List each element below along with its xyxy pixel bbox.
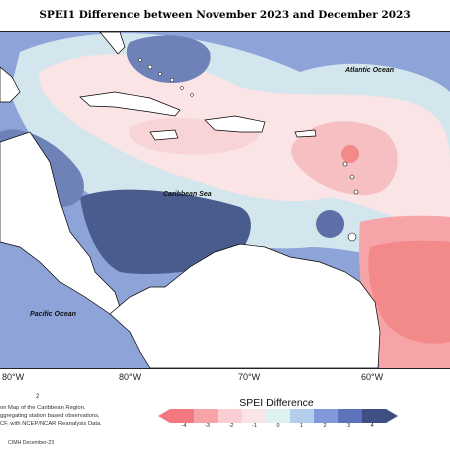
land-north-america — [0, 66, 21, 103]
legend-bin — [362, 409, 387, 423]
anomaly-region-dark-blue — [80, 189, 251, 274]
axis-label-lon-left: 80°W — [2, 372, 25, 382]
footnote-line-2: ggregating station based observations, — [0, 413, 100, 419]
legend-bin — [170, 409, 195, 423]
land-florida — [99, 32, 126, 55]
legend-bin — [290, 409, 315, 423]
legend-tick-label: 0 — [276, 423, 280, 429]
land-south-america — [109, 243, 381, 368]
axis-label-lon-60: 60°W — [361, 372, 384, 382]
legend-tick-label: -4 — [181, 423, 187, 429]
legend-bin — [266, 409, 291, 423]
land-lesser-antilles-1 — [342, 161, 348, 167]
land-cuba — [79, 91, 181, 117]
axis-label-lon-70: 70°W — [238, 372, 261, 382]
credit-text: CIMH December-23 — [8, 440, 55, 446]
legend-title: SPEI Difference — [239, 397, 314, 409]
label-pacific-ocean: Pacific Ocean — [30, 311, 76, 318]
legend-bin — [218, 409, 243, 423]
anomaly-core-salmon — [341, 145, 359, 163]
legend-tick-label: 3 — [346, 423, 351, 429]
land-puerto-rico — [294, 129, 317, 138]
legend-tick-label: 2 — [323, 423, 327, 429]
legend-bin — [194, 409, 219, 423]
legend-bin — [242, 409, 267, 423]
axis-label-lon-80: 80°W — [119, 372, 142, 382]
anomaly-region-florida-blue — [126, 35, 211, 83]
legend-tick-label: -2 — [228, 423, 234, 429]
label-atlantic-ocean: Atlantic Ocean — [344, 67, 394, 74]
legend-arrow-left — [158, 409, 170, 423]
label-caribbean-sea: Caribbean Sea — [163, 191, 212, 198]
legend-tick-label: 1 — [299, 423, 304, 429]
legend-tick-label: -1 — [252, 423, 257, 429]
land-trinidad — [347, 232, 357, 242]
legend-tick-label: -3 — [205, 423, 210, 429]
footnote-line-3: CF, with NCEP/NCAR Reanalysis Data. — [0, 421, 102, 427]
legend-bin — [314, 409, 339, 423]
map-title: SPEI1 Difference between November 2023 a… — [39, 9, 411, 21]
anomaly-region-south-america-salmon — [368, 240, 450, 344]
land-bahamas — [138, 58, 194, 97]
legend-colorbar — [158, 409, 398, 423]
anomaly-spot-venezuela — [316, 210, 344, 238]
land-yucatan-central-america — [0, 131, 121, 315]
spei-map: Atlantic Ocean Caribbean Sea Pacific Oce… — [0, 31, 450, 369]
footnote-mark: 2 — [36, 394, 40, 400]
land-lesser-antilles-3 — [353, 189, 359, 195]
land-lesser-antilles-2 — [349, 174, 355, 180]
legend-tick-label: 4 — [370, 423, 374, 429]
legend-bin — [338, 409, 363, 423]
land-hispaniola — [204, 115, 266, 133]
footnote-line-1: on Map of the Caribbean Region. — [0, 405, 86, 411]
legend-arrow-right — [386, 409, 398, 423]
land-jamaica — [149, 129, 179, 141]
